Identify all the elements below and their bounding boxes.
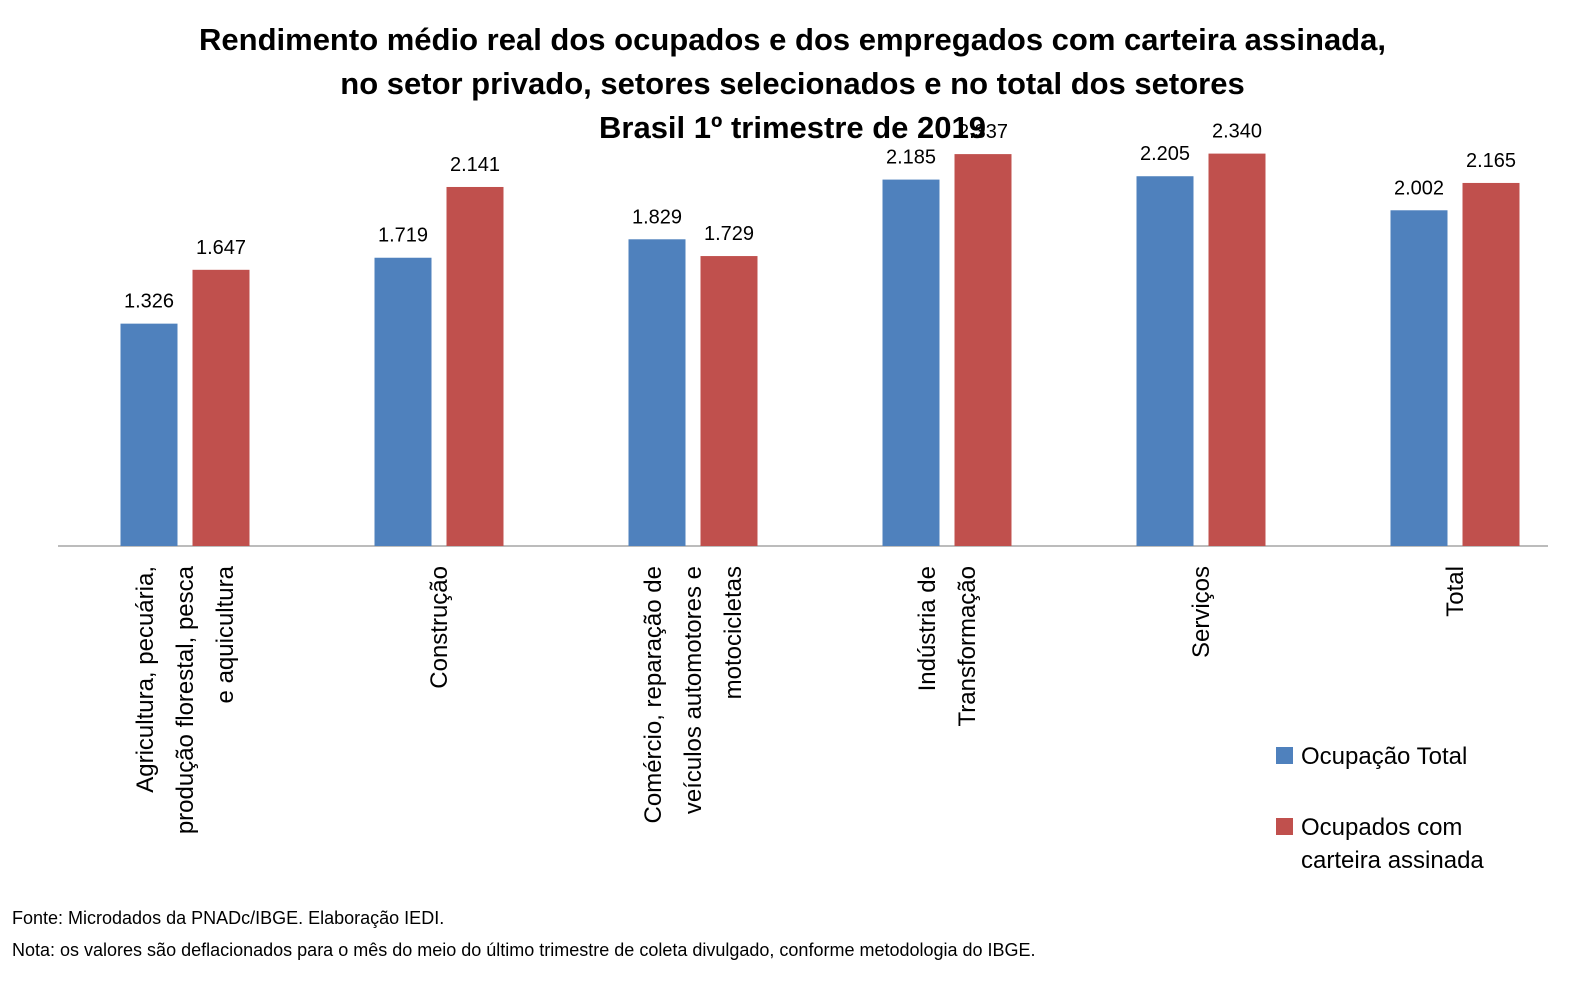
legend-label-carteira-assinada: Ocupados com carteira assinada [1301,811,1484,877]
bar-carteira-assinada-1 [446,186,504,546]
data-label-carteira-assinada-4: 2.340 [1212,121,1262,143]
data-label-carteira-assinada-3: 2.337 [958,121,1008,143]
category-label-line: produção florestal, pesca [172,565,199,834]
chart-title-line-1: Rendimento médio real dos ocupados e dos… [199,22,1386,57]
category-label-2: Comércio, reparação de veículos automotor… [640,566,747,823]
data-label-carteira-assinada-5: 2.165 [1466,150,1516,172]
category-label-3: Indústria de Transformação [914,566,981,727]
category-label-line: veículos automotores e [680,566,707,814]
bar-carteira-assinada-5 [1462,182,1520,546]
footnote-note: Nota: os valores são deflacionados para … [12,940,1036,960]
category-label-line: Serviços [1188,566,1215,658]
bar-ocupacao-total-3 [882,179,940,547]
bar-ocupacao-total-0 [120,323,178,546]
category-label-4: Serviços [1188,566,1215,658]
legend-label-line: Ocupação Total [1301,743,1468,770]
data-label-ocupacao-total-4: 2.205 [1140,143,1190,165]
legend: Ocupação Total Ocupados com carteira ass… [1276,740,1576,915]
category-label-line: Total [1442,566,1469,617]
data-label-ocupacao-total-1: 1.719 [378,225,428,247]
legend-label-ocupacao-total: Ocupação Total [1301,740,1467,773]
legend-swatch-ocupacao-total [1276,747,1293,764]
data-label-carteira-assinada-2: 1.729 [704,223,754,245]
data-label-ocupacao-total-2: 1.829 [632,206,682,228]
chart-title-line-2: no setor privado, setores selecionados e… [340,66,1245,101]
bar-carteira-assinada-4 [1208,153,1266,546]
chart-title-line-3: Brasil 1º trimestre de 2019 [599,110,986,145]
category-label-line: Agricultura, pecuária, [132,566,159,793]
data-label-carteira-assinada-1: 2.141 [450,154,500,176]
data-label-ocupacao-total-0: 1.326 [124,291,174,313]
bar-ocupacao-total-2 [628,239,686,546]
footnote-source: Fonte: Microdados da PNADc/IBGE. Elabora… [12,908,445,928]
legend-swatch-carteira-assinada [1276,818,1293,835]
legend-label-line: Ocupados com [1301,814,1463,841]
category-label-line: Transformação [954,566,981,727]
data-label-carteira-assinada-0: 1.647 [196,237,246,259]
category-label-line: motocicletas [720,566,747,699]
bar-ocupacao-total-1 [374,257,432,546]
bar-ocupacao-total-4 [1136,176,1194,546]
data-label-ocupacao-total-3: 2.185 [886,147,936,169]
bar-ocupacao-total-5 [1390,210,1448,546]
category-label-line: e aquicultura [212,565,239,703]
category-label-line: Comércio, reparação de [640,566,667,823]
bar-carteira-assinada-2 [700,256,758,546]
category-label-5: Total [1442,566,1469,617]
legend-item-carteira-assinada: Ocupados com carteira assinada [1276,811,1576,877]
bar-carteira-assinada-0 [192,269,250,546]
category-label-1: Construção [426,566,453,689]
category-label-line: Indústria de [914,566,941,691]
bar-carteira-assinada-3 [954,154,1012,546]
category-label-0: Agricultura, pecuária, produção florestal… [132,565,239,834]
legend-item-ocupacao-total: Ocupação Total [1276,740,1576,773]
category-label-line: Construção [426,566,453,689]
legend-label-line: carteira assinada [1301,847,1484,874]
data-label-ocupacao-total-5: 2.002 [1394,177,1444,199]
